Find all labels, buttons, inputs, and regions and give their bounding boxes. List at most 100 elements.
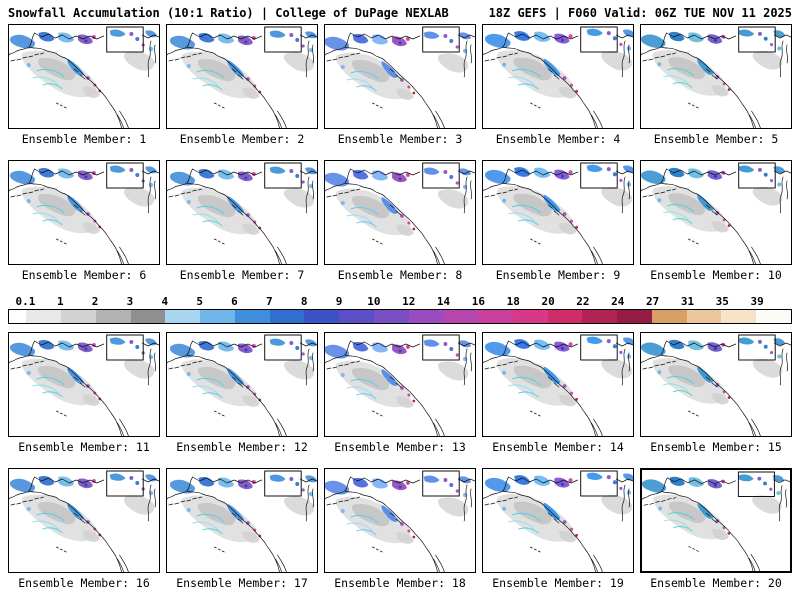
ensemble-member-label: Ensemble Member: 5 <box>653 132 779 146</box>
map-frame <box>8 332 160 437</box>
colorbar-segment <box>304 310 340 323</box>
ensemble-member-label: Ensemble Member: 4 <box>495 132 621 146</box>
snowfall-shading <box>325 339 472 409</box>
colorbar-segment <box>617 310 652 323</box>
ensemble-panel-7: Ensemble Member: 7 <box>166 160 318 283</box>
colorbar-segment <box>478 310 513 323</box>
map-frame <box>482 332 634 437</box>
map-frame <box>640 468 792 573</box>
ensemble-panel-19: Ensemble Member: 19 <box>482 468 634 591</box>
ensemble-panel-17: Ensemble Member: 17 <box>166 468 318 591</box>
ensemble-member-label: Ensemble Member: 7 <box>179 268 305 282</box>
ensemble-member-label: Ensemble Member: 18 <box>334 576 466 590</box>
colorbar-segment <box>234 310 270 323</box>
ensemble-member-label: Ensemble Member: 17 <box>176 576 308 590</box>
colorbar-segment <box>547 310 583 323</box>
ensemble-panel-16: Ensemble Member: 16 <box>8 468 160 591</box>
product-title: Snowfall Accumulation (10:1 Ratio) | Col… <box>8 6 449 20</box>
map-frame <box>482 24 634 129</box>
ensemble-row-3: Ensemble Member: 11 Ensemble Member: 12 … <box>0 332 800 455</box>
snowfall-map <box>167 162 317 264</box>
colorbar-segment <box>512 310 548 323</box>
colorbar-segment <box>200 310 235 323</box>
ensemble-panel-8: Ensemble Member: 8 <box>324 160 476 283</box>
ensemble-panel-10: Ensemble Member: 10 <box>640 160 792 283</box>
snowfall-map <box>483 162 633 264</box>
map-frame <box>482 468 634 573</box>
ensemble-member-label: Ensemble Member: 12 <box>176 440 308 454</box>
colorbar-segment <box>165 310 201 323</box>
colorbar-tick: 8 <box>300 295 308 308</box>
ensemble-panel-11: Ensemble Member: 11 <box>8 332 160 455</box>
colorbar-tick: 14 <box>436 295 451 308</box>
map-frame <box>640 160 792 265</box>
colorbar-tick: 10 <box>367 295 381 308</box>
ensemble-member-label: Ensemble Member: 13 <box>334 440 466 454</box>
snowfall-map <box>9 334 159 436</box>
snowfall-shading <box>484 28 633 99</box>
colorbar-tick: 3 <box>126 295 134 308</box>
snowfall-shading <box>642 473 785 541</box>
map-frame <box>640 24 792 129</box>
snowfall-map <box>167 26 317 128</box>
colorbar-tick: 4 <box>161 295 169 308</box>
colorbar-tick: 39 <box>750 295 764 308</box>
ensemble-member-label: Ensemble Member: 16 <box>18 576 150 590</box>
colorbar-tick: 20 <box>541 295 555 308</box>
map-frame <box>640 332 792 437</box>
header: Snowfall Accumulation (10:1 Ratio) | Col… <box>0 0 800 24</box>
snowfall-map <box>483 470 633 572</box>
colorbar-segment <box>9 310 27 323</box>
colorbar-tick: 18 <box>506 295 520 308</box>
colorbar-tick: 31 <box>680 295 695 308</box>
ensemble-member-label: Ensemble Member: 6 <box>21 268 147 282</box>
colorbar: 0.1 1 2 3 4 5 6 7 8 9 10 12 14 16 18 20 22 24 27 31 35 39 <box>8 296 792 324</box>
colorbar-segment <box>95 310 131 323</box>
snowfall-map <box>9 26 159 128</box>
snowfall-map <box>483 334 633 436</box>
snowfall-shading <box>325 475 472 545</box>
snowfall-shading <box>169 338 317 408</box>
run-valid-time: 18Z GEFS | F060 Valid: 06Z TUE NOV 11 20… <box>488 6 792 20</box>
ensemble-member-label: Ensemble Member: 14 <box>492 440 624 454</box>
colorbar-segment <box>721 310 757 323</box>
colorbar-tick: 24 <box>611 295 625 308</box>
snowfall-map <box>641 26 791 128</box>
ensemble-member-label: Ensemble Member: 9 <box>495 268 621 282</box>
ensemble-panel-3: Ensemble Member: 3 <box>324 24 476 147</box>
ensemble-panel-14: Ensemble Member: 14 <box>482 332 634 455</box>
map-frame <box>8 24 160 129</box>
colorbar-segments <box>8 309 792 324</box>
ensemble-member-label: Ensemble Member: 1 <box>21 132 147 146</box>
ensemble-member-label: Ensemble Member: 15 <box>650 440 782 454</box>
colorbar-tick: 27 <box>645 295 660 308</box>
colorbar-tick: 5 <box>196 295 203 308</box>
colorbar-tick: 0.1 <box>15 295 36 308</box>
ensemble-panel-13: Ensemble Member: 13 <box>324 332 476 455</box>
snowfall-map <box>167 470 317 572</box>
snowfall-map <box>642 471 790 571</box>
ensemble-member-label: Ensemble Member: 3 <box>337 132 463 146</box>
ensemble-panel-15: Ensemble Member: 15 <box>640 332 792 455</box>
snowfall-map <box>325 162 475 264</box>
ensemble-member-label: Ensemble Member: 11 <box>18 440 150 454</box>
ensemble-panel-6: Ensemble Member: 6 <box>8 160 160 283</box>
ensemble-panel-12: Ensemble Member: 12 <box>166 332 318 455</box>
map-frame <box>324 24 476 129</box>
colorbar-ticks: 0.1 1 2 3 4 5 6 7 8 9 10 12 14 16 18 20 22 24 27 31 35 39 <box>8 296 792 309</box>
map-frame <box>324 468 476 573</box>
colorbar-tick: 35 <box>715 295 729 308</box>
ensemble-member-label: Ensemble Member: 10 <box>650 268 782 282</box>
ensemble-panel-4: Ensemble Member: 4 <box>482 24 634 147</box>
map-frame <box>166 332 318 437</box>
colorbar-tick: 7 <box>266 295 273 308</box>
snowfall-map <box>483 26 633 128</box>
colorbar-tick: 2 <box>91 295 99 308</box>
colorbar-tick: 22 <box>576 295 590 308</box>
map-frame <box>8 468 160 573</box>
snowfall-map <box>325 334 475 436</box>
snowfall-map <box>641 162 791 264</box>
ensemble-panel-20: Ensemble Member: 20 <box>640 468 792 591</box>
colorbar-segment <box>26 310 62 323</box>
colorbar-tick: 12 <box>402 295 416 308</box>
